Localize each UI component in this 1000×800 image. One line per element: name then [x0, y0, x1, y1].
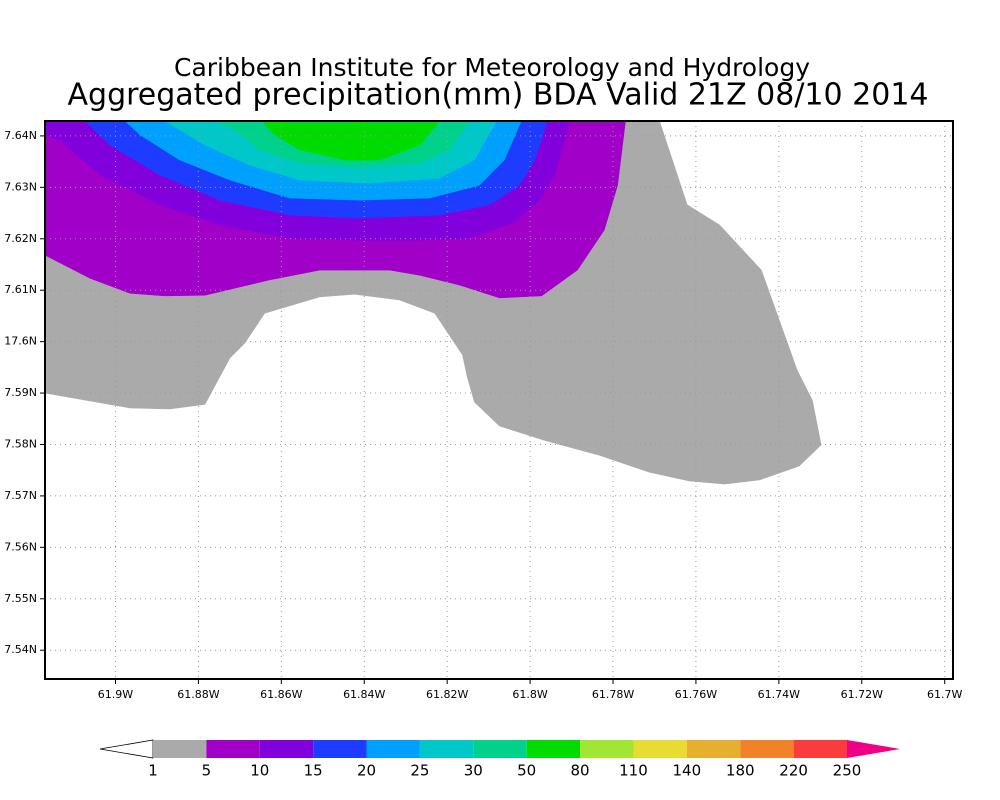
x-tick-label: 61.76W [675, 688, 717, 701]
x-tick-label: 61.74W [758, 688, 800, 701]
y-tick-label: 7.59N [4, 386, 37, 399]
colorbar-box [740, 740, 794, 758]
tick-layer: 61.9W 61.88W 61.86W 61.84W 61.82W 61.8W 61.78W… [4, 129, 962, 701]
y-tick-label: 17.6N [4, 335, 37, 348]
y-tick-label: 7.61N [4, 283, 37, 296]
x-tick-label: 61.86W [260, 688, 302, 701]
contour-layer [45, 121, 822, 485]
colorbar-box [153, 740, 207, 758]
x-tick-label: 61.82W [426, 688, 468, 701]
colorbar-box [366, 740, 420, 758]
y-tick-label: 7.57N [4, 489, 37, 502]
grid-layer [45, 121, 953, 679]
colorbar-box [313, 740, 367, 758]
chart-subtitle: Aggregated precipitation(mm) BDA Valid 2… [68, 78, 929, 113]
y-tick-label: 7.55N [4, 592, 37, 605]
colorbar-label: 140 [673, 762, 702, 780]
x-tick-label: 61.88W [177, 688, 219, 701]
chart-title: Caribbean Institute for Meteorology and … [174, 53, 810, 82]
colorbar-label: 15 [304, 762, 323, 780]
colorbar-box [526, 740, 581, 758]
colorbar-box [419, 740, 474, 758]
x-tick-label: 61.72W [841, 688, 883, 701]
colorbar-over [847, 740, 900, 758]
y-tick-label: 7.63N [4, 180, 37, 193]
colorbar-label: 25 [410, 762, 429, 780]
y-tick-label: 7.64N [4, 129, 37, 142]
colorbar-label: 250 [833, 762, 862, 780]
colorbar: 1 5 10 15 20 25 30 50 80 110 140 180 220 250 [99, 739, 900, 780]
colorbar-box [473, 740, 527, 758]
x-tick-label: 61.78W [592, 688, 634, 701]
contour-band [261, 121, 441, 161]
colorbar-box [206, 740, 260, 758]
colorbar-box [793, 740, 847, 758]
x-tick-label: 61.9W [98, 688, 133, 701]
colorbar-box [686, 740, 741, 758]
colorbar-label: 220 [779, 762, 808, 780]
colorbar-label: 30 [464, 762, 483, 780]
colorbar-box [259, 740, 314, 758]
colorbar-label: 1 [148, 762, 158, 780]
colorbar-label: 10 [250, 762, 269, 780]
colorbar-label: 50 [517, 762, 536, 780]
colorbar-box [633, 740, 687, 758]
y-tick-label: 7.58N [4, 437, 37, 450]
colorbar-label: 5 [202, 762, 212, 780]
colorbar-label: 80 [571, 762, 590, 780]
colorbar-label: 110 [619, 762, 648, 780]
x-tick-label: 61.7W [927, 688, 962, 701]
colorbar-box [580, 740, 634, 758]
y-tick-label: 7.62N [4, 232, 37, 245]
colorbar-label: 20 [357, 762, 376, 780]
colorbar-label: 180 [726, 762, 755, 780]
y-tick-label: 7.54N [4, 643, 37, 656]
plot-frame [44, 120, 954, 680]
y-tick-label: 7.56N [4, 540, 37, 553]
x-tick-label: 61.8W [512, 688, 547, 701]
x-tick-label: 61.84W [343, 688, 385, 701]
